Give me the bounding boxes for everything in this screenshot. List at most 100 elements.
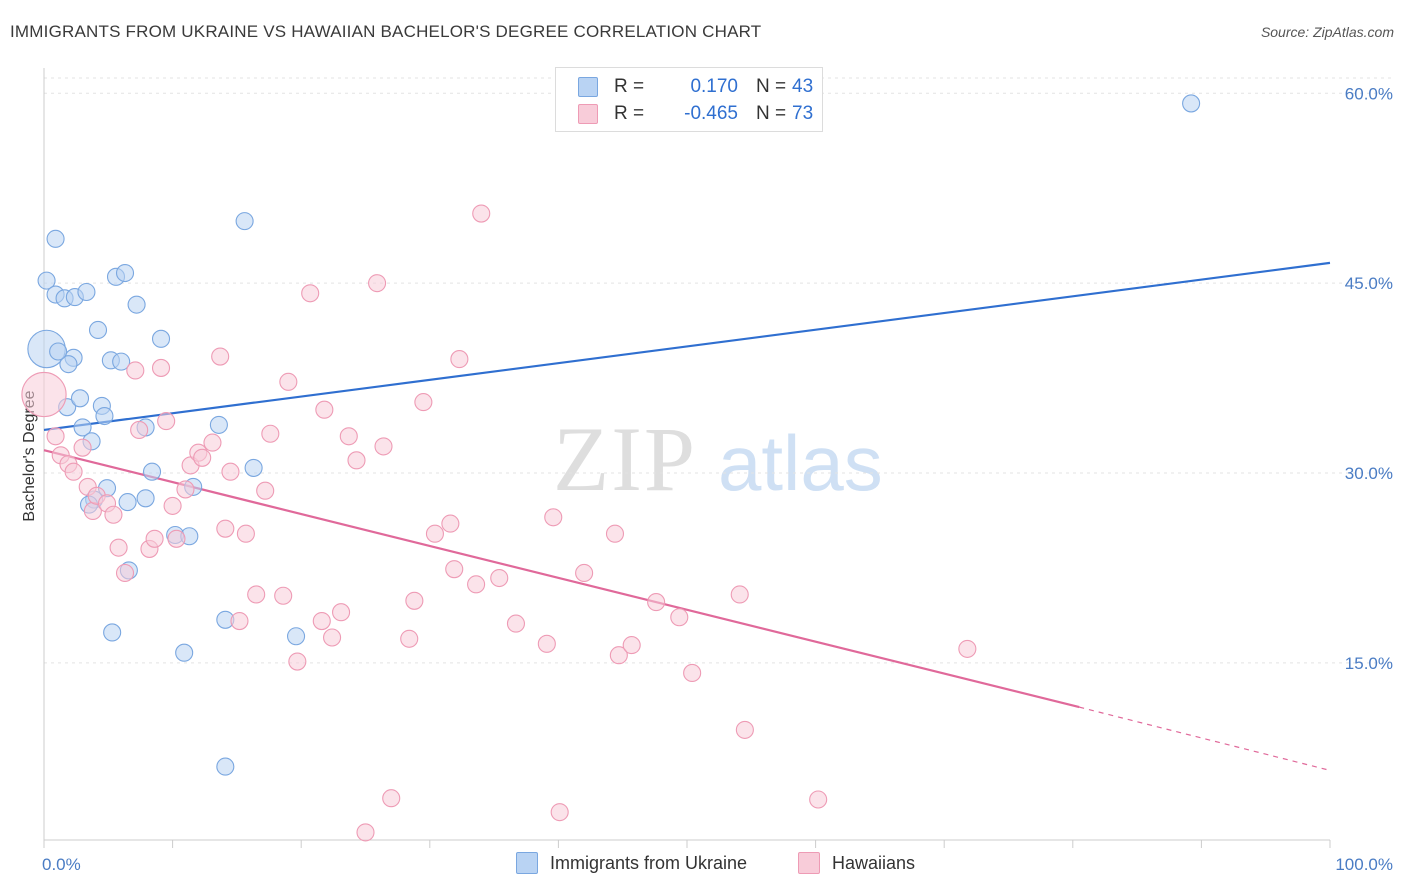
point-hawaiians [104,505,123,524]
point-hawaiians [288,652,307,671]
point-hawaiians [323,628,342,647]
point-hawaiians [670,608,689,627]
watermark-atlas: atlas [718,419,883,507]
point-ukraine [175,643,194,662]
point-hawaiians [145,529,164,548]
point-ukraine [244,458,263,477]
point-hawaiians [221,462,240,481]
point-hawaiians [46,427,65,446]
point-hawaiians [490,568,509,588]
y-tick-label: 30.0% [1345,464,1393,483]
point-hawaiians [450,350,469,369]
x-tick-labels: 0.0% 100.0% [42,855,1393,874]
point-hawaiians [64,462,83,481]
point-ukraine [112,352,131,371]
point-ukraine [1182,94,1201,113]
point-ukraine [142,462,162,481]
point-hawaiians [382,789,401,808]
point-hawaiians [203,433,222,452]
trend-line-hawaiians [43,449,1080,709]
legend-item-ukraine[interactable]: Immigrants from Ukraine [516,852,747,874]
point-ukraine [136,489,155,508]
legend-label-hawaiians: Hawaiians [832,852,916,873]
point-hawaiians [506,614,526,633]
point-hawaiians [301,284,320,303]
legend-n-value: 43 [792,76,814,97]
point-hawaiians [130,420,149,440]
point-hawaiians [400,629,419,648]
point-hawaiians [441,514,460,533]
point-hawaiians [356,823,375,842]
legend-row-ukraine: R = 0.170 N = 43 [578,75,813,99]
point-hawaiians [368,274,387,293]
point-hawaiians [445,560,464,579]
data-points [21,94,1201,842]
point-hawaiians [126,361,145,380]
legend-swatch-ukraine [578,77,598,97]
point-ukraine [37,271,56,290]
point-hawaiians [550,803,569,822]
point-ukraine [151,329,171,348]
point-hawaiians [151,358,171,377]
point-ukraine [216,757,235,776]
watermark: ZIP atlas [553,408,883,510]
source-credit: Source: ZipAtlas.com [1260,24,1394,40]
legend-r-value: -0.465 [684,103,738,124]
point-hawaiians [163,496,182,515]
point-hawaiians [230,612,249,631]
point-hawaiians [405,591,424,610]
trend-lines [43,261,1331,771]
point-hawaiians [167,529,186,548]
series-legend: Immigrants from Ukraine Hawaiians [0,852,1406,876]
axes [43,68,1331,848]
point-hawaiians [211,347,230,366]
point-hawaiians [157,412,176,431]
point-hawaiians [958,639,977,658]
trend-line-ukraine [43,261,1331,432]
y-tick-label: 60.0% [1345,84,1393,103]
point-hawaiians [312,612,331,631]
point-ukraine [59,355,78,374]
point-hawaiians [115,563,135,583]
legend-r-label: R = [614,103,645,124]
point-hawaiians [609,646,628,665]
point-hawaiians [247,585,266,604]
point-hawaiians [730,585,749,604]
point-hawaiians [544,508,563,527]
point-ukraine [77,282,96,302]
point-hawaiians [256,481,275,500]
x-tick-label: 100.0% [1335,855,1393,874]
point-hawaiians [683,663,702,682]
point-hawaiians [809,790,828,809]
point-ukraine [287,627,306,646]
legend-swatch-ukraine [516,852,538,874]
point-ukraine [118,493,137,512]
stats-legend: R = 0.170 N = 43 R = -0.465 N = 73 [555,67,823,132]
point-ukraine [73,418,92,437]
point-hawaiians [236,524,255,543]
y-axis-label: Bachelor's Degree [21,390,38,521]
point-hawaiians [216,519,235,538]
point-hawaiians [647,593,666,612]
point-hawaiians [279,372,298,391]
legend-label-ukraine: Immigrants from Ukraine [550,852,748,873]
point-hawaiians [315,400,334,419]
y-tick-label: 15.0% [1345,654,1393,673]
legend-n-label: N = [756,76,787,97]
point-hawaiians [21,371,67,418]
chart-title: IMMIGRANTS FROM UKRAINE VS HAWAIIAN BACH… [10,22,762,41]
x-tick-label: 0.0% [42,855,81,874]
point-hawaiians [425,524,444,543]
legend-swatch-hawaiians [578,104,598,124]
legend-item-hawaiians[interactable]: Hawaiians [798,852,915,874]
y-tick-label: 45.0% [1345,274,1393,293]
point-hawaiians [193,448,212,467]
point-hawaiians [622,636,641,655]
point-ukraine [103,623,122,642]
watermark-zip: ZIP [553,408,697,510]
point-hawaiians [109,538,128,557]
point-hawaiians [472,204,491,223]
point-ukraine [127,295,146,314]
point-hawaiians [73,438,92,457]
